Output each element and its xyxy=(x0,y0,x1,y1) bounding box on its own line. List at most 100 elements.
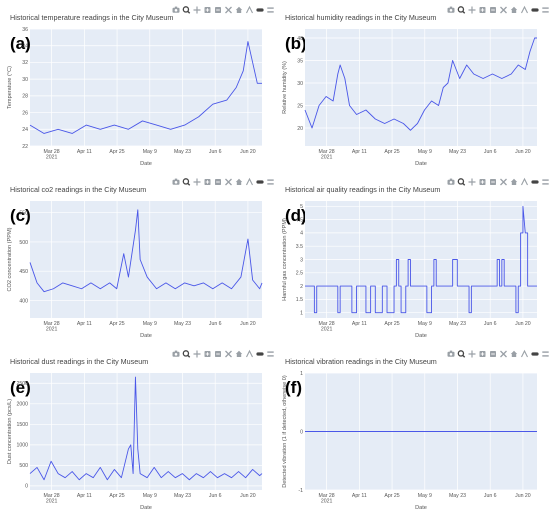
zoom-out-icon[interactable] xyxy=(215,179,221,185)
hover-compare-icon[interactable] xyxy=(542,179,549,185)
x-tick-label: Jun 6 xyxy=(484,149,497,155)
autoscale-icon[interactable] xyxy=(500,6,507,14)
x-tick-label: Apr 25 xyxy=(109,149,124,155)
camera-icon[interactable] xyxy=(447,350,455,357)
y-tick-label: 0 xyxy=(300,429,303,435)
y-tick-label: 26 xyxy=(22,110,28,116)
zoom-out-icon[interactable] xyxy=(215,351,221,357)
home-icon[interactable] xyxy=(510,6,518,13)
plot-area[interactable] xyxy=(30,373,262,490)
plot-toolbar[interactable] xyxy=(447,177,549,186)
hover-closest-icon[interactable] xyxy=(531,180,539,184)
hover-closest-icon[interactable] xyxy=(531,8,539,12)
zoom-in-icon[interactable] xyxy=(479,7,486,13)
zoom-icon[interactable] xyxy=(182,350,191,358)
autoscale-icon[interactable] xyxy=(225,178,232,186)
pan-icon[interactable] xyxy=(468,178,476,186)
x-axis-label: Date xyxy=(415,333,427,339)
spike-lines-icon[interactable] xyxy=(521,349,528,358)
spike-lines-icon[interactable] xyxy=(246,349,253,358)
hover-compare-icon[interactable] xyxy=(542,351,549,357)
camera-icon[interactable] xyxy=(172,6,180,13)
zoom-out-icon[interactable] xyxy=(490,7,496,13)
x-tick-label: Mar 28 2021 xyxy=(319,321,335,333)
hover-compare-icon[interactable] xyxy=(267,179,274,185)
zoom-icon[interactable] xyxy=(457,178,466,186)
hover-closest-icon[interactable] xyxy=(256,352,264,356)
hover-closest-icon[interactable] xyxy=(256,180,264,184)
zoom-out-icon[interactable] xyxy=(215,7,221,13)
x-tick-label: Apr 11 xyxy=(77,149,92,155)
autoscale-icon[interactable] xyxy=(225,6,232,14)
spike-lines-icon[interactable] xyxy=(521,5,528,14)
autoscale-icon[interactable] xyxy=(500,350,507,358)
plot-toolbar[interactable] xyxy=(447,349,549,358)
y-tick-label: 2000 xyxy=(16,402,28,408)
home-icon[interactable] xyxy=(235,178,243,185)
zoom-icon[interactable] xyxy=(182,6,191,14)
pan-icon[interactable] xyxy=(193,178,201,186)
hover-compare-icon[interactable] xyxy=(542,7,549,13)
zoom-in-icon[interactable] xyxy=(479,351,486,357)
plot-toolbar[interactable] xyxy=(172,5,274,14)
spike-lines-icon[interactable] xyxy=(521,177,528,186)
hover-closest-icon[interactable] xyxy=(256,8,264,12)
series-line xyxy=(29,209,263,293)
zoom-in-icon[interactable] xyxy=(204,351,211,357)
y-tick-label: 40 xyxy=(297,36,303,42)
chart-panel-air-quality: (d) Historical air quality readings in th… xyxy=(275,172,550,343)
home-icon[interactable] xyxy=(235,6,243,13)
x-tick-label: Apr 11 xyxy=(352,493,367,499)
x-axis-label: Date xyxy=(415,161,427,167)
series-line xyxy=(305,205,537,314)
panel-tag: (c) xyxy=(10,206,31,225)
camera-icon[interactable] xyxy=(447,6,455,13)
y-axis-label: Detected vibration (1 if detected, other… xyxy=(282,375,288,488)
series-line xyxy=(304,37,537,131)
zoom-icon[interactable] xyxy=(182,178,191,186)
home-icon[interactable] xyxy=(510,350,518,357)
plot-toolbar[interactable] xyxy=(447,5,549,14)
camera-icon[interactable] xyxy=(172,350,180,357)
pan-icon[interactable] xyxy=(193,6,201,14)
y-tick-label: 3 xyxy=(300,257,303,263)
hover-compare-icon[interactable] xyxy=(267,351,274,357)
zoom-in-icon[interactable] xyxy=(479,179,486,185)
x-tick-label: Jun 20 xyxy=(515,149,531,155)
x-tick-label: May 9 xyxy=(143,321,157,327)
home-icon[interactable] xyxy=(235,350,243,357)
zoom-out-icon[interactable] xyxy=(490,179,496,185)
y-tick-label: 35 xyxy=(297,58,303,64)
zoom-out-icon[interactable] xyxy=(490,351,496,357)
y-tick-label: 1 xyxy=(300,310,303,316)
zoom-in-icon[interactable] xyxy=(204,7,211,13)
plot-toolbar[interactable] xyxy=(172,177,274,186)
y-tick-label: 28 xyxy=(22,94,28,100)
autoscale-icon[interactable] xyxy=(225,350,232,358)
hover-closest-icon[interactable] xyxy=(531,352,539,356)
camera-icon[interactable] xyxy=(447,178,455,185)
autoscale-icon[interactable] xyxy=(500,178,507,186)
hover-compare-icon[interactable] xyxy=(267,7,274,13)
x-tick-label: May 9 xyxy=(418,493,432,499)
y-tick-label: 4 xyxy=(300,231,303,237)
spike-lines-icon[interactable] xyxy=(246,5,253,14)
pan-icon[interactable] xyxy=(193,350,201,358)
x-tick-label: Apr 25 xyxy=(109,493,124,499)
panel-tag: (f) xyxy=(285,378,302,397)
y-axis-label: Harmful gas concentration (PPM) xyxy=(282,218,288,301)
camera-icon[interactable] xyxy=(172,178,180,185)
spike-lines-icon[interactable] xyxy=(246,177,253,186)
plot-area[interactable] xyxy=(30,201,262,318)
x-tick-label: Jun 20 xyxy=(240,493,256,499)
plot-toolbar[interactable] xyxy=(172,349,274,358)
zoom-icon[interactable] xyxy=(457,6,466,14)
pan-icon[interactable] xyxy=(468,350,476,358)
y-tick-label: -1 xyxy=(298,488,303,494)
pan-icon[interactable] xyxy=(468,6,476,14)
zoom-icon[interactable] xyxy=(457,350,466,358)
home-icon[interactable] xyxy=(510,178,518,185)
zoom-in-icon[interactable] xyxy=(204,179,211,185)
plot-area[interactable] xyxy=(305,29,537,146)
plot-area[interactable] xyxy=(30,29,262,146)
